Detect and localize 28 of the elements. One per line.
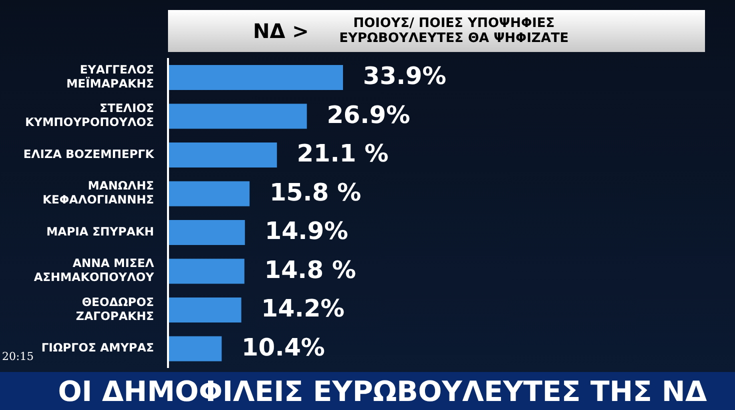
data-label: 15.8 % bbox=[270, 178, 362, 206]
y-tick-label: ΘΕΟΔΩΡΟΣ ΖΑΓΟΡΑΚΗΣ bbox=[76, 295, 154, 324]
y-tick-label: ΓΙΩΡΓΟΣ ΑΜΥΡΑΣ bbox=[41, 340, 154, 355]
data-label: 10.4% bbox=[242, 333, 325, 362]
data-label: 14.8 % bbox=[264, 256, 356, 284]
bar bbox=[168, 336, 222, 362]
bar bbox=[168, 64, 343, 90]
y-tick-label: ΕΥΑΓΓΕΛΟΣ ΜΕΪΜΑΡΑΚΗΣ bbox=[66, 62, 154, 91]
data-label: 14.9% bbox=[264, 217, 348, 246]
y-tick-label: ΜΑΡΙΑ ΣΠΥΡΑΚΗ bbox=[46, 224, 154, 239]
bar bbox=[168, 181, 250, 206]
data-label: 14.2% bbox=[261, 294, 345, 323]
y-tick-label: ΕΛΙΖΑ ΒΟΖΕΜΠΕΡΓΚ bbox=[23, 147, 156, 162]
y-tick-label: ΑΝΝΑ ΜΙΣΕΛ ΑΣΗΜΑΚΟΠΟΥΛΟΥ bbox=[34, 256, 155, 284]
y-tick-label: ΣΤΕΛΙΟΣ ΚΥΜΠΟΥΡΟΠΟΥΛΟΣ bbox=[25, 101, 154, 130]
bar bbox=[168, 142, 277, 168]
chart-title: ΝΔ > bbox=[253, 19, 309, 43]
bar bbox=[168, 297, 242, 322]
data-label: 21.1 % bbox=[296, 140, 389, 168]
bar bbox=[168, 258, 244, 284]
text: ΠΟΙΟΥΣ/ ΠΟΙΕΣ ΥΠΟΨΗΦΙΕΣ ΕΥΡΩΒΟΥΛΕΥΤΕΣ ΘΑ ΨΗΦΙΖΑΤΕ bbox=[338, 16, 570, 46]
text: ΟΙ ΔΗΜΟΦΙΛΕΙΣ ΕΥΡΩΒΟΥΛΕΥΤΕΣ ΤΗΣ ΝΔ bbox=[58, 374, 707, 408]
bar bbox=[168, 220, 245, 245]
y-tick-label: ΜΑΝΩΛΗΣ ΚΕΦΑΛΟΓΙΑΝΝΗΣ bbox=[42, 178, 154, 207]
data-label: 26.9% bbox=[326, 100, 410, 129]
data-label: 33.9% bbox=[363, 62, 446, 90]
bar bbox=[168, 104, 307, 129]
text: 20:15 bbox=[2, 350, 34, 363]
